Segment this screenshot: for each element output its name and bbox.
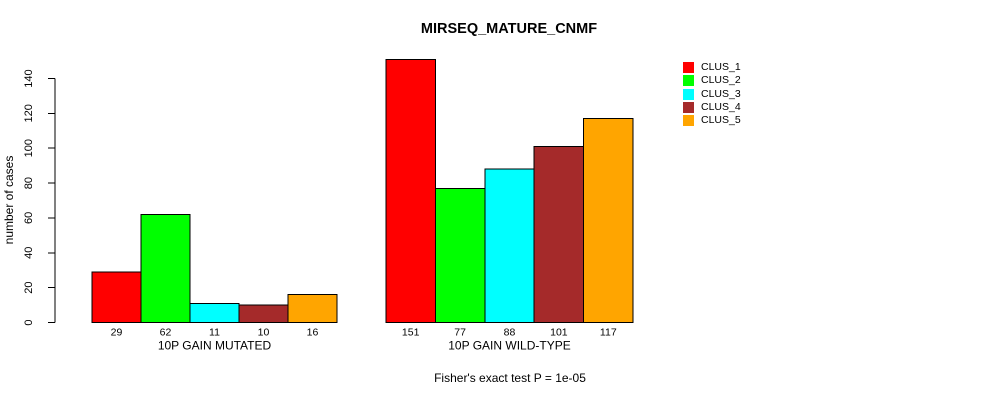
category-label: 10P GAIN MUTATED <box>158 339 272 353</box>
y-tick-label: 100 <box>23 139 35 157</box>
bar-clus_1-group1 <box>91 271 142 324</box>
footnote: Fisher's exact test P = 1e-05 <box>434 371 586 385</box>
legend-label: CLUS_2 <box>701 74 741 87</box>
category-label: 10P GAIN WILD-TYPE <box>448 339 570 353</box>
bar-clus_5-group1 <box>287 294 338 324</box>
legend: CLUS_1 CLUS_2 CLUS_3 CLUS_4 CLUS_5 <box>683 61 741 127</box>
bar-clus_3-group2 <box>484 168 535 323</box>
legend-item: CLUS_3 <box>683 88 741 101</box>
legend-swatch <box>683 88 694 100</box>
legend-swatch <box>683 75 694 87</box>
chart-title: MIRSEQ_MATURE_CNMF <box>420 21 598 37</box>
legend-label: CLUS_5 <box>701 114 741 127</box>
bar-clus_5-group2 <box>583 118 634 324</box>
bar-clus_2-group1 <box>140 213 191 323</box>
bar-value-label: 88 <box>504 327 516 339</box>
bar-value-label: 101 <box>550 327 568 339</box>
y-tick-label: 140 <box>23 69 35 87</box>
legend-item: CLUS_2 <box>683 74 741 87</box>
bar-clus_4-group1 <box>238 304 289 324</box>
y-tick-label: 80 <box>23 177 35 189</box>
legend-label: CLUS_4 <box>701 101 741 114</box>
bar-clus_4-group2 <box>533 145 585 323</box>
legend-item: CLUS_4 <box>683 101 741 114</box>
bar-value-label: 151 <box>402 327 420 339</box>
bar-value-label: 77 <box>454 327 466 339</box>
bar-value-label: 117 <box>600 327 617 339</box>
bar-value-label: 11 <box>209 327 220 339</box>
bar-value-label: 62 <box>160 327 172 339</box>
y-tick-label: 20 <box>23 282 35 294</box>
legend-swatch <box>683 62 694 74</box>
bar-value-label: 16 <box>307 327 319 339</box>
legend-item: CLUS_1 <box>683 61 741 74</box>
bar-value-label: 29 <box>111 327 123 339</box>
y-tick-label: 60 <box>23 212 35 224</box>
legend-swatch <box>683 102 694 114</box>
legend-swatch <box>683 115 694 127</box>
legend-label: CLUS_1 <box>701 61 741 74</box>
bar-clus_1-group2 <box>385 58 436 323</box>
legend-label: CLUS_3 <box>701 87 741 100</box>
legend-item: CLUS_5 <box>683 114 741 127</box>
bar-value-label: 10 <box>258 327 270 339</box>
bar-clus_2-group2 <box>434 187 486 323</box>
y-tick-label: 120 <box>23 104 35 122</box>
bar-clus_3-group1 <box>189 302 240 324</box>
y-tick-label: 0 <box>23 319 35 325</box>
y-tick-label: 40 <box>23 247 35 259</box>
